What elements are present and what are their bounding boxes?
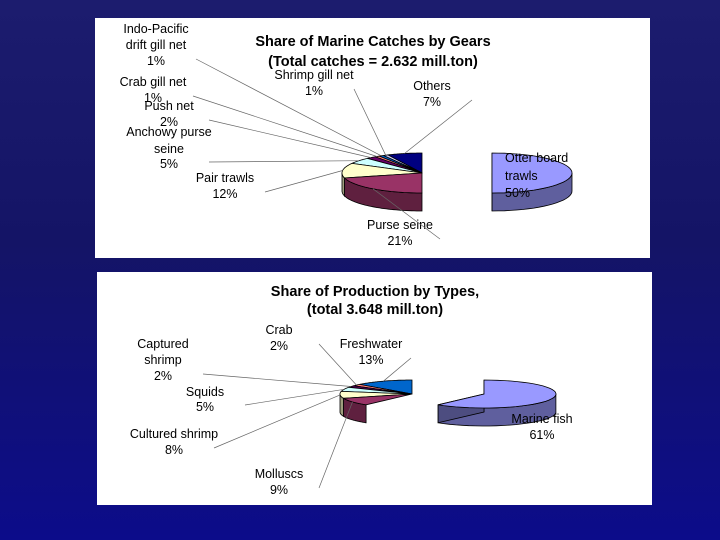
- chart-title: Share of Production by Types, (total 3.64…: [271, 284, 479, 318]
- pie-slices: [341, 152, 573, 212]
- leader-line-pair-trawls: [264, 170, 343, 193]
- pie-slice-cultured-shrimp: [339, 390, 413, 399]
- pie-slice-otter-board-trawls: [491, 152, 573, 194]
- chart-title: Share of Marine Catches by Gears (Total c…: [255, 34, 490, 70]
- leader-line-purse-seine: [372, 188, 441, 240]
- pie-slice-marine-fish: [438, 379, 557, 409]
- leader-line-freshwater: [383, 357, 412, 382]
- slice-label-push-net: Push net 2%: [144, 99, 194, 129]
- production-types-chart-panel: Share of Production by Types, (total 3.64…: [97, 272, 652, 505]
- leader-line-anchowy-purse-seine: [208, 160, 359, 163]
- slice-label-purse-seine: Purse seine 21%: [367, 218, 433, 248]
- slice-label-others: Others 7%: [413, 79, 451, 109]
- pie-slices: [339, 379, 557, 427]
- slice-label-shrimp-gill-net: Shrimp gill net 1%: [274, 68, 354, 98]
- slice-label-squids: Squids 5%: [186, 385, 224, 414]
- slice-label-cultured-shrimp: Cultured shrimp 8%: [130, 427, 218, 457]
- leader-line-cultured-shrimp: [213, 394, 341, 449]
- leader-line-captured-shrimp: [202, 373, 352, 387]
- leader-line-shrimp-gill-net: [353, 88, 387, 156]
- leader-line-squids: [244, 388, 345, 406]
- slice-label-captured-shrimp: Captured shrimp 2%: [137, 337, 188, 383]
- slice-label-pair-trawls: Pair trawls 12%: [196, 171, 254, 201]
- leader-line-crab-gill-net: [192, 95, 378, 157]
- slice-label-crab: Crab 2%: [265, 323, 292, 353]
- slice-label-otter-board-trawls: Otter board trawls 50%: [505, 151, 568, 200]
- leader-line-crab: [318, 343, 357, 386]
- slice-label-crab-gill-net: Crab gill net 1%: [120, 75, 187, 105]
- leader-line-molluscs: [318, 401, 353, 489]
- production-types-pie-chart: Share of Production by Types, (total 3.64…: [130, 284, 573, 497]
- slice-label-marine-fish: Marine fish 61%: [511, 412, 572, 442]
- slice-label-anchowy-purse-seine: Anchowy purse seine 5%: [126, 125, 212, 171]
- marine-catches-chart-panel: Share of Marine Catches by Gears (Total c…: [95, 18, 650, 258]
- slice-label-indo-pacific-drift-gill-net: Indo-Pacific drift gill net 1%: [123, 22, 188, 68]
- marine-catches-pie-chart: Share of Marine Catches by Gears (Total c…: [120, 22, 573, 248]
- leader-line-others: [404, 99, 473, 154]
- slice-label-freshwater: Freshwater 13%: [340, 337, 403, 367]
- slice-label-molluscs: Molluscs 9%: [255, 467, 304, 497]
- leader-line-indo-pacific-drift-gill-net: [195, 58, 382, 157]
- pie-slice-freshwater: [359, 379, 413, 395]
- leader-line-push-net: [208, 119, 372, 158]
